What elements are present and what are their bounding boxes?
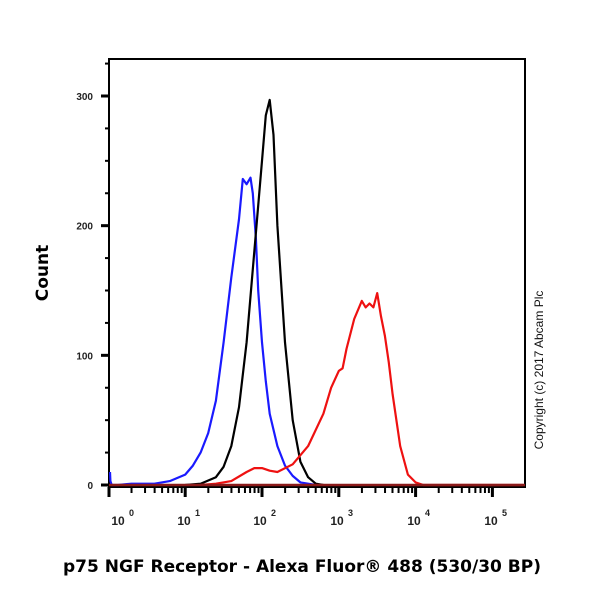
svg-text:10: 10 [177,514,191,528]
copyright-annotation: Copyright (c) 2017 Abcam Plc [532,291,546,450]
svg-text:10: 10 [407,514,421,528]
plot-frame [108,58,526,488]
x-tick-label: 10 4 [407,508,430,528]
y-tick-label: 0 [87,481,93,492]
x-tick-label: 10 2 [253,508,276,528]
y-tick-label: 300 [76,92,93,103]
series-layer [109,98,525,487]
y-axis: 0 100 200 300 [76,62,109,492]
x-axis-title: p75 NGF Receptor - Alexa Fluor® 488 (530… [63,557,541,577]
svg-text:1: 1 [195,508,200,518]
y-tick-label: 100 [76,351,93,362]
svg-text:10: 10 [484,514,498,528]
histogram-curve [109,176,316,487]
x-axis: 10 0 10 1 10 2 10 3 10 4 10 5 [107,487,507,528]
histogram-curve [185,98,324,487]
svg-text:10: 10 [330,514,344,528]
svg-text:10: 10 [253,514,267,528]
svg-text:0: 0 [129,508,134,518]
histogram-curve [200,292,524,487]
x-tick-label: 10 1 [177,508,200,528]
svg-text:2: 2 [271,508,276,518]
svg-text:10: 10 [111,514,125,528]
x-tick-label: 10 0 [111,508,134,528]
svg-text:4: 4 [425,508,430,518]
x-tick-label: 10 5 [484,508,507,528]
plot-border [108,58,526,488]
svg-text:3: 3 [348,508,353,518]
x-tick-label: 10 3 [330,508,353,528]
y-axis-title: Count [33,245,53,302]
svg-text:5: 5 [502,508,507,518]
y-tick-label: 200 [76,222,93,233]
